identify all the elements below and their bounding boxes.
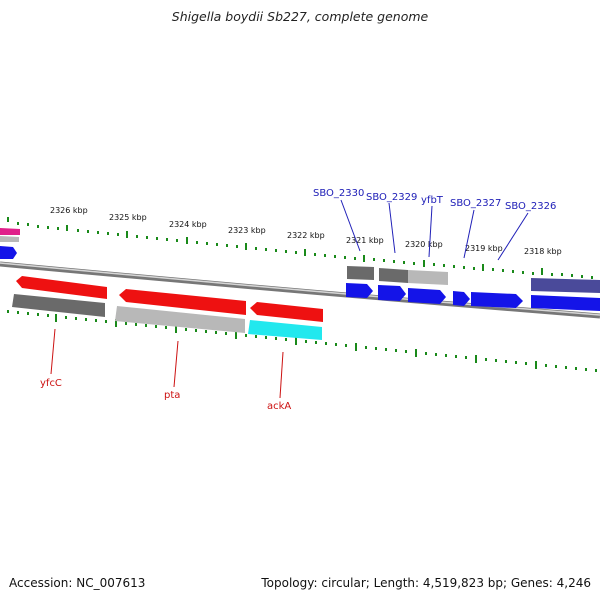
gene-feature[interactable] xyxy=(531,295,600,311)
gene-SBO_2327[interactable] xyxy=(453,291,470,306)
genome-summary: Topology: circular; Length: 4,519,823 bp… xyxy=(261,576,591,590)
gene-feature[interactable] xyxy=(115,306,245,333)
accession-label: Accession: NC_007613 xyxy=(9,576,146,590)
gene-label[interactable]: pta xyxy=(164,390,180,401)
gene-feature[interactable] xyxy=(0,246,17,259)
outer-tick-track xyxy=(7,217,593,279)
gene-SBO_2326[interactable] xyxy=(471,292,523,308)
gene-label[interactable]: ackA xyxy=(267,401,291,412)
gene-pta[interactable] xyxy=(119,289,246,315)
gene-ackA[interactable] xyxy=(250,302,323,322)
gene-label[interactable]: SBO_2330 xyxy=(313,188,364,199)
kbp-label: 2321 kbp xyxy=(346,236,384,245)
callout-lines-bottom xyxy=(50,328,284,399)
gene-yfbT[interactable] xyxy=(408,288,446,304)
kbp-label: 2324 kbp xyxy=(169,220,207,229)
genome-title: Shigella boydii Sb227, complete genome xyxy=(171,9,429,24)
gene-label[interactable]: yfbT xyxy=(421,195,444,206)
kbp-label: 2320 kbp xyxy=(405,240,443,249)
genome-backbone xyxy=(0,261,600,319)
gene-feature[interactable] xyxy=(347,266,374,280)
gene-feature[interactable] xyxy=(531,278,600,293)
kbp-label: 2319 kbp xyxy=(465,244,503,253)
kbp-label: 2322 kbp xyxy=(287,231,325,240)
inner-tick-track xyxy=(7,310,597,372)
kbp-label: 2318 kbp xyxy=(524,247,562,256)
gene-label[interactable]: yfcC xyxy=(40,378,62,389)
callout-lines-top xyxy=(340,199,529,261)
gene-yfcC[interactable] xyxy=(16,276,107,299)
gene-feature[interactable] xyxy=(0,236,19,242)
kbp-label: 2325 kbp xyxy=(109,213,147,222)
gene-feature[interactable] xyxy=(408,270,448,285)
gene-label[interactable]: SBO_2329 xyxy=(366,192,417,203)
kbp-label: 2323 kbp xyxy=(228,226,266,235)
gene-feature[interactable] xyxy=(0,228,20,235)
gene-feature[interactable] xyxy=(12,294,105,317)
gene-SBO_2329[interactable] xyxy=(378,285,406,301)
gene-label[interactable]: SBO_2326 xyxy=(505,201,556,212)
gene-label[interactable]: SBO_2327 xyxy=(450,198,501,209)
kbp-label: 2326 kbp xyxy=(50,206,88,215)
gene-SBO_2330[interactable] xyxy=(346,283,373,298)
gene-feature[interactable] xyxy=(248,320,322,340)
gene-feature[interactable] xyxy=(379,268,408,283)
